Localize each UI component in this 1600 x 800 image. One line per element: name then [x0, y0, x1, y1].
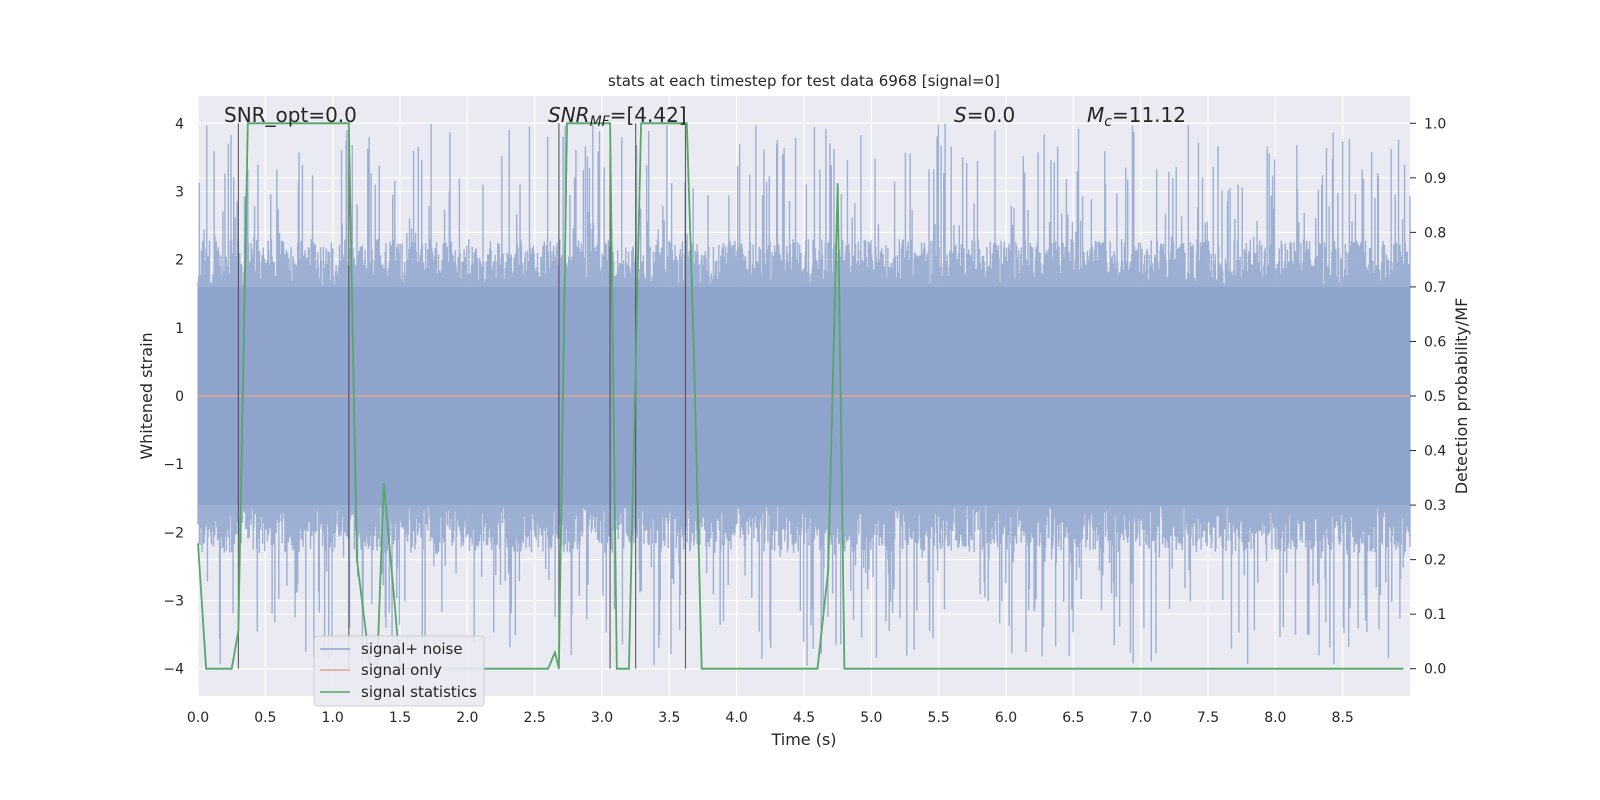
x-tick-label: 3.0 [591, 710, 613, 726]
statistics-line [197, 122, 1404, 670]
x-tick-label: 5.5 [928, 710, 950, 726]
x-tick-label: 0.5 [254, 710, 276, 726]
x-tick-label: 0.0 [187, 710, 209, 726]
signal-statistics-series [197, 122, 1404, 670]
x-tick-label: 6.5 [1062, 710, 1084, 726]
x-tick-label: 7.5 [1197, 710, 1219, 726]
y-left-tick-label: 2 [175, 253, 184, 269]
y-right-tick-label: 0.3 [1424, 498, 1446, 514]
chart-title: stats at each timestep for test data 696… [608, 72, 1000, 90]
y-right-tick-label: 0.8 [1424, 225, 1446, 241]
x-tick-label: 8.5 [1332, 710, 1354, 726]
right-y-axis-label: Detection probability/MF [1452, 298, 1471, 495]
legend-label-noise: signal+ noise [361, 640, 463, 658]
annotation-snr-opt: SNR_opt=0.0 [224, 103, 357, 127]
y-right-tick-label: 0.1 [1424, 607, 1446, 623]
annotation-s: S=0.0 [954, 103, 1015, 127]
y-right-tick-label: 0.9 [1424, 171, 1446, 187]
x-tick-label: 1.5 [389, 710, 411, 726]
legend-box [313, 635, 485, 707]
y-left-tick-label: 0 [175, 389, 184, 405]
x-tick-label: 2.0 [456, 710, 478, 726]
y-right-tick-label: 0.4 [1424, 444, 1446, 460]
y-right-tick-label: 0.0 [1424, 662, 1446, 678]
legend: signal+ noise signal only signal statist… [313, 635, 485, 707]
x-axis-label: Time (s) [770, 730, 836, 749]
y-left-tick-label: −1 [163, 457, 184, 473]
y-right-tick-label: 1.0 [1424, 116, 1446, 132]
annotation-snr-mf: SNRMF=[4.42] [548, 103, 687, 130]
y-right-tick-label: 0.5 [1424, 389, 1446, 405]
legend-label-signal: signal only [361, 661, 442, 679]
y-left-tick-label: −2 [163, 525, 184, 541]
left-y-axis-label: Whitened strain [137, 332, 156, 459]
y-right-tick-label: 0.7 [1424, 280, 1446, 296]
x-tick-label: 7.0 [1130, 710, 1152, 726]
x-tick-label: 8.0 [1264, 710, 1286, 726]
left-y-axis-ticks: −4 −3 −2 −1 0 1 2 3 4 [163, 116, 184, 677]
right-y-axis-ticks: 0.0 0.1 0.2 0.3 0.4 0.5 0.6 0.7 0.8 0.9 1.0 [1410, 116, 1446, 678]
x-tick-label: 2.5 [524, 710, 546, 726]
legend-label-stats: signal statistics [361, 683, 477, 701]
x-tick-label: 5.0 [860, 710, 882, 726]
x-axis-ticks: 0.0 0.5 1.0 1.5 2.0 2.5 3.0 3.5 4.0 4.5 5.0 5.5 6.0 6… [187, 710, 1354, 726]
x-tick-label: 1.0 [322, 710, 344, 726]
y-right-tick-label: 0.2 [1424, 553, 1446, 569]
y-right-tick-label: 0.6 [1424, 334, 1446, 350]
x-tick-label: 4.0 [726, 710, 748, 726]
y-left-tick-label: −4 [163, 662, 184, 678]
y-left-tick-label: 1 [175, 321, 184, 337]
x-tick-label: 3.5 [658, 710, 680, 726]
x-tick-label: 4.5 [793, 710, 815, 726]
annotation-mc: Mc=11.12 [1087, 103, 1186, 130]
y-left-tick-label: −3 [163, 594, 184, 610]
y-left-tick-label: 3 [175, 184, 184, 200]
y-left-tick-label: 4 [175, 116, 184, 132]
x-tick-label: 6.0 [995, 710, 1017, 726]
